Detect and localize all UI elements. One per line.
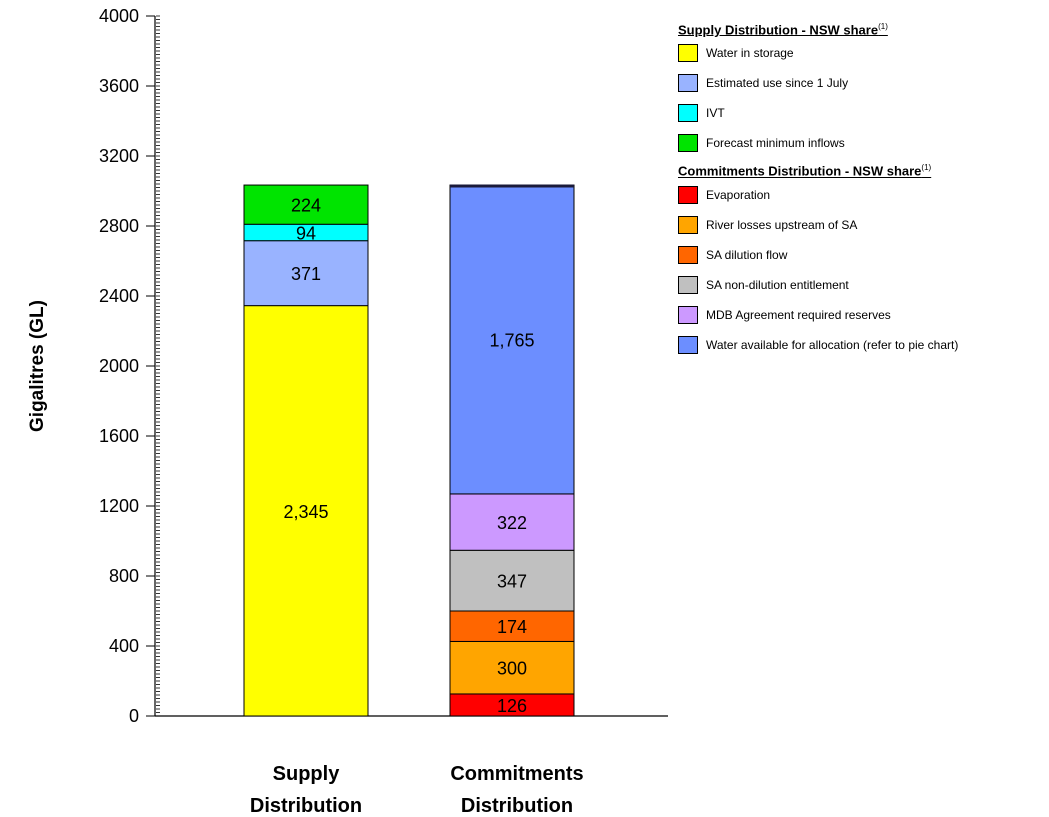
legend-label: MDB Agreement required reserves — [706, 307, 891, 322]
data-label: 2,345 — [283, 502, 328, 522]
category-label: Distribution — [461, 795, 573, 817]
y-tick-label: 2400 — [99, 286, 139, 306]
legend-item: IVT — [678, 103, 1048, 123]
y-tick-label: 400 — [109, 636, 139, 656]
legend-swatch — [678, 74, 698, 93]
legend-label: River losses upstream of SA — [706, 217, 858, 232]
data-label: 224 — [291, 196, 321, 216]
category-label: Distribution — [250, 795, 362, 817]
legend-swatch — [678, 305, 698, 324]
legend-swatch — [678, 134, 698, 153]
legend-item: Evaporation — [678, 185, 1048, 205]
legend-swatch — [678, 215, 698, 234]
legend-commitments-title: Commitments Distribution - NSW share(1) — [678, 163, 1048, 178]
data-label: 322 — [497, 513, 527, 533]
legend-label: Forecast minimum inflows — [706, 136, 845, 151]
legend-item: SA non-dilution entitlement — [678, 275, 1048, 295]
category-label: Commitments — [450, 763, 583, 785]
bar-segment — [449, 493, 575, 551]
legend-item: Water in storage — [678, 43, 1048, 63]
legend-commitments-group: Commitments Distribution - NSW share(1) … — [678, 163, 1048, 354]
legend-swatch — [678, 104, 698, 123]
y-tick-label: 1600 — [99, 426, 139, 446]
y-tick-label: 2000 — [99, 356, 139, 376]
legend-swatch — [678, 275, 698, 294]
legend-item: Forecast minimum inflows — [678, 133, 1048, 153]
legend-commitments-footnote: (1) — [921, 163, 932, 173]
legend-label: SA dilution flow — [706, 247, 788, 262]
legend-label: SA non-dilution entitlement — [706, 277, 849, 292]
legend-supply-title-text: Supply Distribution - NSW share — [678, 22, 879, 38]
data-label: 1,765 — [489, 330, 534, 350]
data-label: 126 — [497, 696, 527, 716]
category-label: Supply — [273, 763, 341, 785]
legend-commitments-title-text: Commitments Distribution - NSW share — [678, 163, 922, 179]
legend: Supply Distribution - NSW share(1) Water… — [678, 22, 1048, 365]
y-axis: 0 400 800 1200 1600 2000 2400 2800 3200 3600 4000 — [99, 6, 668, 726]
y-tick-label: 800 — [109, 566, 139, 586]
legend-supply-title: Supply Distribution - NSW share(1) — [678, 22, 1048, 37]
legend-supply-items: Water in storage Estimated use since 1 Ju… — [678, 43, 1048, 153]
legend-item: MDB Agreement required reserves — [678, 305, 1048, 325]
y-tick-label: 4000 — [99, 6, 139, 26]
legend-item: Estimated use since 1 July — [678, 73, 1048, 93]
y-axis-title: Gigalitres (GL) — [27, 300, 48, 432]
legend-item: SA dilution flow — [678, 245, 1048, 265]
y-tick-label: 0 — [129, 706, 139, 726]
category-labels: Supply Distribution Commitments Distributio… — [250, 763, 584, 817]
bar-segment — [243, 240, 369, 307]
bars: 2,345 371 94 224 126 300 174 347 322 1,765 — [243, 184, 575, 717]
legend-swatch — [678, 185, 698, 204]
y-tick-label: 3600 — [99, 76, 139, 96]
y-tick-label: 3200 — [99, 146, 139, 166]
legend-commitments-items: Evaporation River losses upstream of SA SA… — [678, 185, 1048, 355]
bar-segment — [243, 305, 369, 717]
bar-segment — [449, 549, 575, 612]
data-label: 174 — [497, 617, 527, 637]
legend-label: Water available for allocation (refer to… — [706, 337, 959, 352]
data-label: 94 — [296, 223, 316, 243]
data-label: 347 — [497, 572, 527, 592]
legend-swatch — [678, 44, 698, 63]
data-label: 300 — [497, 659, 527, 679]
bar-segment — [449, 184, 575, 495]
legend-supply-group: Supply Distribution - NSW share(1) Water… — [678, 22, 1048, 153]
legend-label: Evaporation — [706, 187, 771, 202]
legend-label: Estimated use since 1 July — [706, 76, 849, 91]
legend-label: Water in storage — [706, 46, 794, 61]
legend-supply-footnote: (1) — [878, 22, 888, 31]
legend-swatch — [678, 335, 698, 354]
legend-swatch — [678, 245, 698, 264]
data-label: 371 — [291, 264, 321, 284]
legend-item: Water available for allocation (refer to… — [678, 335, 1048, 355]
bar-segment — [449, 640, 575, 695]
y-tick-label: 1200 — [99, 496, 139, 516]
bar-segment — [449, 610, 575, 642]
y-tick-label: 2800 — [99, 216, 139, 236]
legend-label: IVT — [706, 106, 725, 121]
bar-segment — [243, 184, 369, 225]
legend-item: River losses upstream of SA — [678, 215, 1048, 235]
